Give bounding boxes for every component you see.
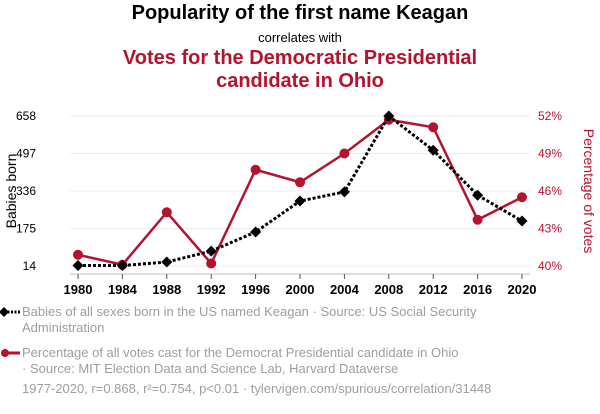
red-circle-line-icon (1, 349, 20, 357)
data-point-babies (472, 189, 484, 201)
data-point-votes (517, 192, 527, 203)
legend-text-line2: · Source: MIT Election Data and Science … (22, 361, 399, 376)
x-tick-label: 2000 (286, 282, 315, 297)
y-axis-left-ticks: 14 175 336 497 658 (16, 109, 36, 273)
data-point-babies (294, 195, 306, 207)
legend-text-line1: Percentage of all votes cast for the Dem… (22, 345, 459, 360)
legend-text-line2: Administration (22, 320, 105, 335)
data-point-votes (472, 214, 483, 225)
series-line-votes (77, 118, 523, 267)
data-point-votes (73, 249, 83, 260)
y-tick-label: 497 (16, 147, 36, 161)
data-point-votes (339, 148, 350, 159)
data-point-votes (428, 122, 439, 133)
data-point-babies (383, 110, 395, 122)
data-point-votes (206, 258, 217, 269)
legend-text-line1: Babies of all sexes born in the US named… (22, 304, 477, 319)
data-point-babies (205, 245, 217, 257)
x-tick-label: 2012 (419, 282, 448, 297)
y-right-tick-label: 40% (538, 259, 562, 273)
x-tick-label: 2020 (508, 282, 537, 297)
y-right-tick-label: 43% (538, 222, 562, 236)
y-axis-left-label: Babies born (3, 154, 19, 229)
y-tick-label: 658 (16, 109, 36, 123)
y-axis-right-ticks: 40% 43% 46% 49% 52% (538, 109, 562, 273)
series-votes (73, 114, 527, 270)
y-right-tick-label: 46% (538, 184, 562, 198)
y-tick-label: 14 (23, 259, 37, 273)
black-diamond-dotted-line-icon (0, 307, 20, 317)
x-tick-label: 2016 (463, 282, 492, 297)
chart-title: Popularity of the first name Keagan (131, 2, 469, 24)
series-babies (72, 110, 528, 272)
x-axis: 1980 1984 1988 1992 1996 2000 2004 2008 2012 2016… (64, 273, 537, 297)
x-tick-label: 2008 (374, 282, 403, 297)
y-right-tick-label: 49% (538, 147, 562, 161)
data-point-babies (72, 260, 84, 272)
data-point-votes (161, 207, 172, 218)
x-tick-label: 1984 (108, 282, 138, 297)
chart-title-secondary-line1: Votes for the Democratic Presidential (122, 47, 478, 69)
x-tick-label: 1992 (197, 282, 226, 297)
y-right-tick-label: 52% (538, 109, 562, 123)
x-tick-label: 2004 (330, 282, 360, 297)
legend-text-votes: Percentage of all votes cast for the Dem… (22, 345, 582, 377)
y-axis-right-label: Percentage of votes (581, 129, 597, 254)
data-point-babies (116, 260, 128, 272)
data-point-babies (427, 144, 439, 156)
footer-stats: 1977-2020, r=0.868, r²=0.754, p<0.01 · t… (22, 381, 492, 396)
y-tick-label: 175 (16, 222, 36, 236)
legend-text-babies: Babies of all sexes born in the US named… (22, 304, 582, 336)
data-point-babies (516, 215, 528, 227)
x-tick-label: 1980 (64, 282, 93, 297)
chart-title-secondary: Votes for the Democratic Presidential ca… (0, 47, 600, 93)
x-tick-label: 1996 (241, 282, 270, 297)
data-point-votes (250, 164, 261, 175)
data-point-babies (338, 186, 350, 198)
chart-title-secondary-line2: candidate in Ohio (216, 70, 384, 92)
data-point-babies (161, 256, 173, 268)
data-point-babies (250, 226, 262, 238)
gridlines (70, 115, 530, 267)
data-point-votes (295, 177, 305, 188)
x-tick-label: 1988 (152, 282, 181, 297)
y-tick-label: 336 (16, 184, 36, 198)
chart-subtitle: correlates with (258, 30, 342, 45)
